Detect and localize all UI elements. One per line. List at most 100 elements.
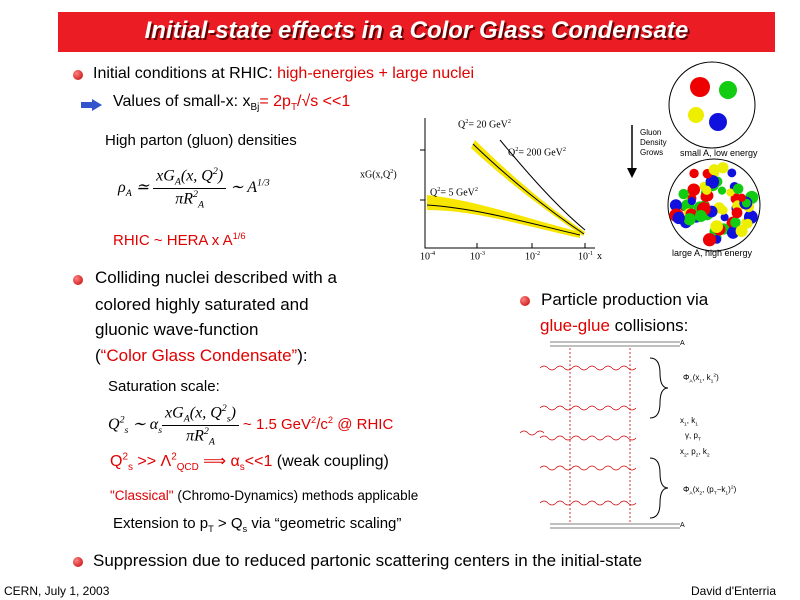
gluon-dot [694,210,707,222]
formula-lhs: ρA ≃ [118,178,153,199]
text-run: 10 [525,251,535,263]
text-run: γ, p [685,431,698,440]
text-run: (x [692,373,700,382]
density-formula: ρA ≃ xGA(x, Q2) πR2A ∼ A1/3 [118,166,270,210]
text-run: Values of small-x: x [113,93,251,110]
text-run: ( [95,346,101,365]
text-run: 2 [122,451,128,463]
gluon-dot [689,168,699,179]
text-run: Extension to p [113,515,209,532]
bullet [73,557,83,567]
text-run: Q [430,187,438,199]
text-run: Q [458,119,466,131]
text-run: 2 [507,118,511,125]
text-run: -1 [588,250,594,257]
text-run: A [689,379,693,385]
gluon-dot [717,186,727,195]
gluon-dot [720,213,729,222]
text-run: <<1 [244,453,273,470]
text-run: 1 [725,491,729,497]
title-bar [58,12,775,52]
saturation-formula: Q2s ∼ αs xGA(x, Q2s) πR2A ~ 1.5 GeV2/c2 @ … [108,403,393,447]
text-run: T [697,437,701,443]
text-run: 2 [474,186,478,193]
hera: RHIC ~ HERA x A1/6 [113,231,246,249]
gluon-dot [730,217,741,228]
diagram-label: x1, k1 [680,416,698,428]
text-run: Bj [250,102,260,114]
text-run: A [197,199,205,211]
text-run: T [208,524,214,534]
text-run: 10 [578,251,588,263]
text-run: ρ [118,178,126,196]
nucleus-label: small A, low energy [680,148,758,158]
text-run: x [680,416,684,425]
gluon-dot [687,197,696,206]
text-run: xG(x,Q [360,169,391,181]
text-run: ) [728,485,731,494]
x-tick-label: 10-1 [578,250,593,262]
diagram-label: γ, pT [685,431,701,443]
bullet [520,296,530,306]
text-run: ∼ α [128,415,159,433]
text-run: 2 [515,146,519,153]
text-run: , k [686,416,696,425]
text-run: Q [108,415,120,433]
diagram-label: A [680,340,685,347]
text-run: gluonic wave-function [95,320,259,339]
suppression: Suppression due to reduced partonic scat… [93,551,642,571]
gluon-dot [702,185,712,195]
text-run: 2 [730,485,734,491]
colliding-line: colored highly saturated and [95,295,309,315]
plot-y-label: xG(x,Q2) [360,168,397,180]
text-run: “Color Glass Condensate” [100,346,298,365]
footer-right: David d'Enterria [691,584,776,598]
text-run: Particle production via [541,290,709,309]
densities: High parton (gluon) densities [105,132,297,149]
text-run: = 2p [259,93,291,110]
coupling: Q2s >> Λ2QCD ⟹ αs<<1 (weak coupling) [110,451,389,474]
text-run: xG [165,404,184,422]
x-axis-label: x [597,251,602,262]
intro: Initial conditions at RHIC: high-energie… [93,65,474,83]
text-run: (Chromo-Dynamics) methods applicable [173,488,419,503]
bullet [73,70,83,80]
formula-den: πR2A [153,189,226,211]
text-run: -4 [430,250,436,257]
saturation: Saturation scale: [108,378,220,395]
gluon-dot [687,183,701,196]
text-run: Φ [683,373,690,382]
text-run: (x, Q [180,167,213,185]
text-run: , p [686,447,696,456]
gluon-plot [420,118,595,249]
gluon-dot [737,193,746,202]
text-run: 2 [684,453,687,459]
small-x: Values of small-x: xBj= 2pT/√s <<1 [113,93,350,113]
text-run: A [689,491,693,497]
text-run: ) [733,485,737,494]
text-run: via “geometric scaling” [247,515,402,532]
extension: Extension to pT > Qs via “geometric scal… [113,515,401,534]
text-run: Φ [683,485,690,494]
text-run: A [183,413,190,425]
diagram-label: ΦA(x2, (pT−k1)2) [683,485,736,497]
text-run: s [239,462,245,474]
arrow-bullet [81,99,102,111]
text-run: = 200 GeV [518,147,563,159]
curve-label: Q2= 200 GeV2 [508,146,566,158]
gluon-dot [731,207,743,219]
text-run: 1/3 [257,177,270,189]
text-run: "Classical" [110,488,174,503]
text-run: A [208,436,215,448]
text-run: collisions: [609,316,689,335]
text-run: 1/6 [232,231,246,241]
production-line: glue-glue collisions: [540,316,688,336]
text-run: 2 [119,414,125,426]
text-run: ): [297,346,308,365]
text-run: x [680,447,684,456]
gluon-dot [702,233,717,247]
text-run: 2 [695,453,699,459]
text-run: colored highly saturated and [95,295,309,314]
text-run: 10 [470,251,480,263]
text-run: Q [110,453,123,470]
